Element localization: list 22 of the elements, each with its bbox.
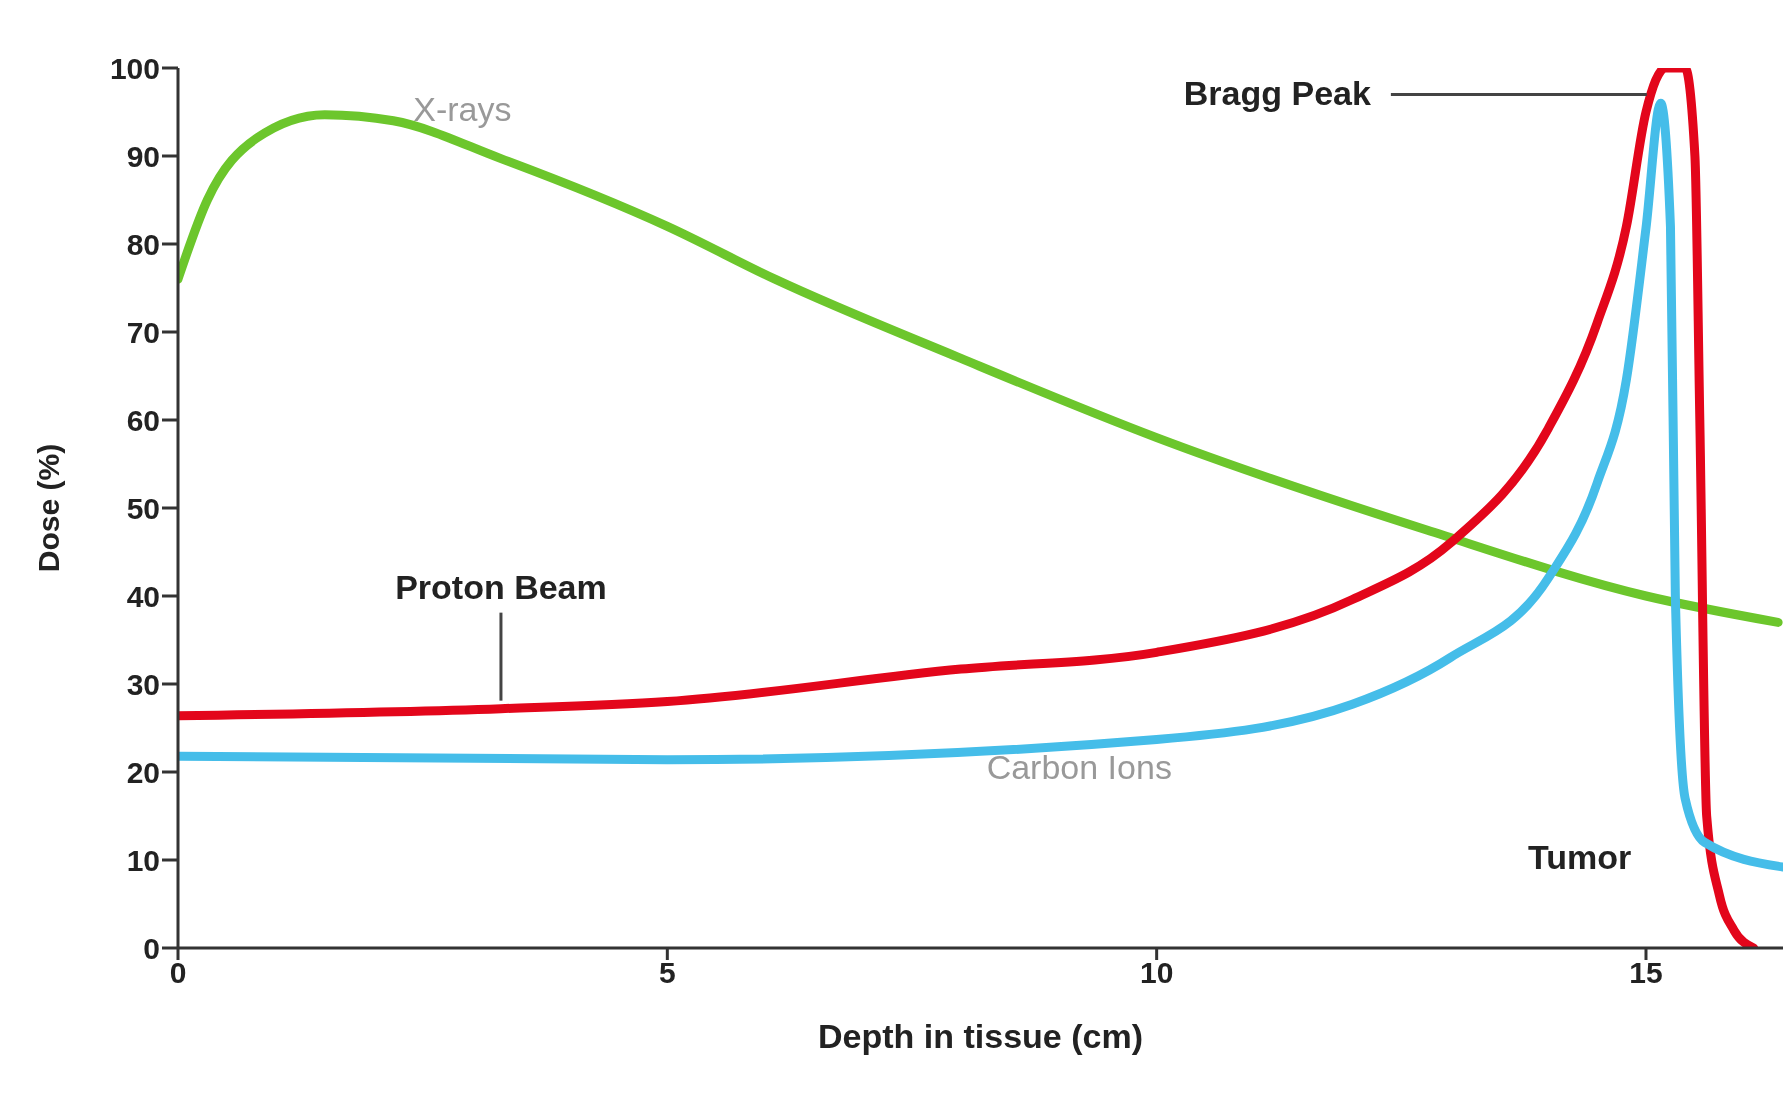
- x-tick-label: 0: [169, 956, 187, 990]
- y-tick-label: 0: [143, 931, 160, 965]
- y-tick-label: 60: [126, 403, 160, 437]
- y-tick-label: 20: [126, 755, 160, 789]
- series-label: Carbon Ions: [986, 748, 1172, 787]
- x-tick-label: 5: [658, 956, 676, 990]
- text: Proton Beam: [395, 567, 607, 606]
- x-tick-label: 10: [1139, 956, 1174, 990]
- y-tick-label: 70: [126, 315, 160, 349]
- y-tick-label: 80: [126, 227, 160, 261]
- y-tick-label: 90: [126, 139, 160, 173]
- annotation: Tumor: [1528, 838, 1632, 877]
- y-axis-title: Dose (%): [31, 443, 65, 573]
- y-tick-label: 100: [109, 51, 160, 85]
- series-label: X-rays: [413, 89, 512, 128]
- x-tick-label: 15: [1629, 956, 1663, 990]
- y-tick-label: 30: [126, 667, 160, 701]
- y-tick-label: 40: [126, 579, 160, 613]
- y-tick-label: 50: [126, 491, 160, 525]
- annotation: Bragg Peak: [1183, 74, 1371, 113]
- y-tick-label: 10: [126, 843, 160, 877]
- x-axis-title: Depth in tissue (cm): [818, 1017, 1143, 1055]
